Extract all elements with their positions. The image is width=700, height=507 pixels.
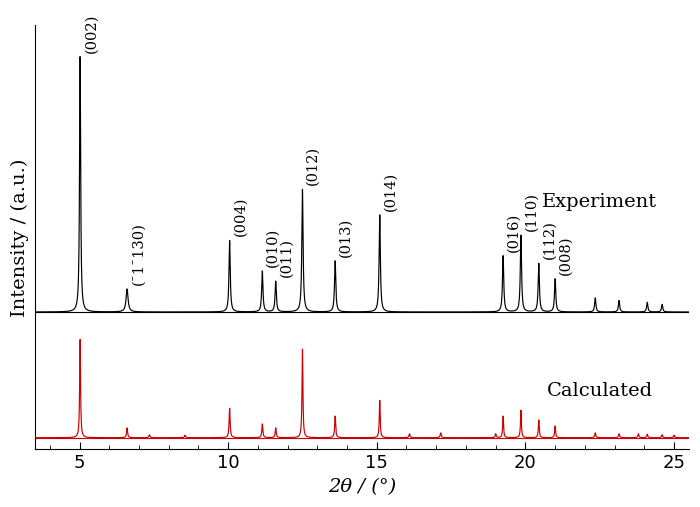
Text: (012): (012): [306, 146, 320, 186]
Text: (010): (010): [266, 228, 280, 267]
Text: (002): (002): [85, 13, 99, 53]
Text: (011): (011): [279, 238, 293, 277]
Text: (¯1¯130): (¯1¯130): [132, 222, 146, 285]
Text: (014): (014): [384, 172, 398, 211]
Text: (013): (013): [339, 218, 353, 257]
Text: (016): (016): [507, 212, 521, 251]
Text: (004): (004): [233, 197, 247, 236]
X-axis label: 2θ / (°): 2θ / (°): [328, 478, 396, 496]
Text: Calculated: Calculated: [547, 382, 653, 400]
Text: (008): (008): [559, 235, 573, 275]
Text: (112): (112): [542, 221, 556, 259]
Y-axis label: Intensity / (a.u.): Intensity / (a.u.): [11, 158, 29, 316]
Text: (110): (110): [524, 192, 538, 231]
Text: Experiment: Experiment: [542, 193, 657, 211]
